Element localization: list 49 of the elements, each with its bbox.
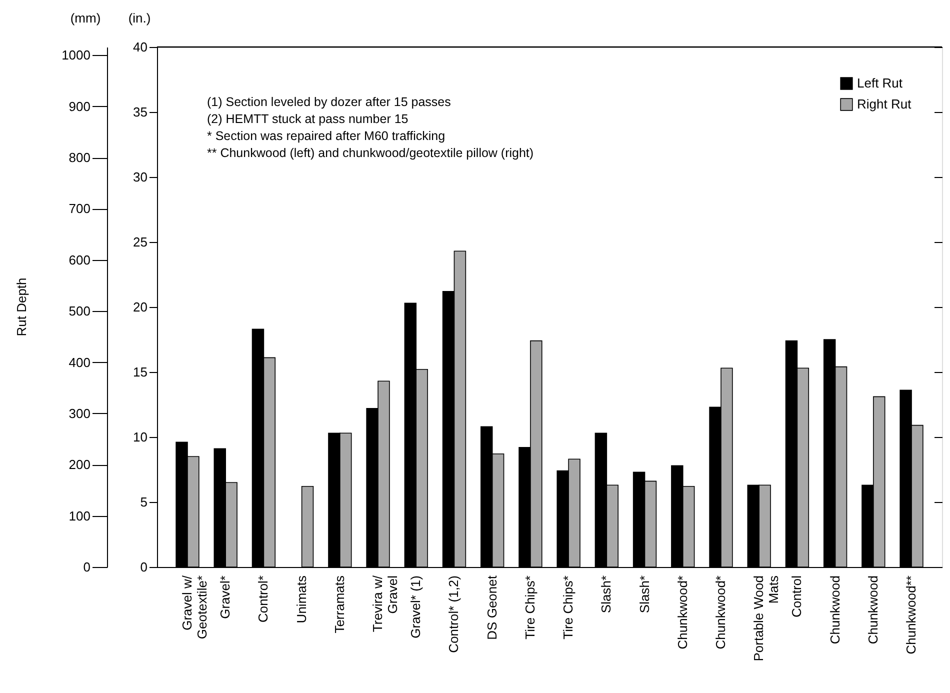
x-tick-label: Chunkwood* [674,576,690,650]
x-tick-label: Terramats [332,575,347,634]
x-tick-label: Slash* [598,576,614,614]
x-tick-label: Chunkwood* [712,576,728,650]
y2-tick-label: 500 [68,304,90,319]
x-tick-label: Control* [256,576,271,622]
y-tick-label: 20 [133,300,148,314]
x-tick-label: Trevira w/ Gravel [370,575,400,632]
y-tick-label: 0 [140,560,148,574]
annotation: (2) HEMTT stuck at pass number 15 [207,112,408,126]
legend-label: Left Rut [857,76,903,90]
y-tick-label: 15 [133,364,148,380]
annotation: ** Chunkwood (left) and chunkwood/geotextile pillow (right) [207,146,534,160]
annotation: (1) Section leveled by dozer after 15 passes [207,95,451,109]
y2-tick-label: 400 [68,354,90,370]
x-tick-label: Gravel* [218,576,233,619]
y2-tick-label: 200 [68,457,90,472]
y2-tick-label: 800 [68,150,90,166]
legend-label: Right Rut [857,96,912,112]
x-tick-label: Chunkwood [827,576,842,644]
text: Rut Depth [14,278,29,336]
y2-axis-title: (mm) [70,10,101,26]
y2-tick-label: 100 [68,508,90,524]
x-tick-label: DS Geonet [484,575,500,640]
y2-tick-label: 300 [68,406,90,421]
x-tick-label: Slash* [636,576,652,614]
y-axis-title: (in.) [128,10,151,26]
x-tick-label: Gravel w/ Geotextile* [179,575,210,640]
annotation: * Section was repaired after M60 trafficking [207,129,446,143]
y-tick-label: 5 [140,494,148,510]
x-tick-label: Chunkwood** [904,576,919,654]
x-tick-label: Control* (1,2) [446,576,462,653]
y-tick-label: 40 [133,40,148,54]
y2-tick-label: 700 [68,201,90,216]
x-tick-label: Unimats [294,575,309,624]
x-tick-label: Gravel* (1) [408,576,424,638]
y2-tick-label: 1000 [62,48,90,63]
x-tick-label: Tire Chips* [560,576,576,640]
y2-tick-label: 900 [68,98,90,114]
x-tick-label: Portable Wood Mats [751,575,782,662]
y-tick-label: 25 [133,234,148,250]
x-tick-label: Tire Chips* [522,576,538,640]
y-tick-label: 30 [133,170,148,184]
y2-tick-label: 0 [83,560,90,574]
y-tick-label: 35 [133,104,148,120]
y2-tick-label: 600 [68,252,90,268]
y-tick-label: 10 [133,430,148,444]
x-tick-label: Chunkwood [865,576,880,644]
x-tick-label: Control [789,575,804,618]
